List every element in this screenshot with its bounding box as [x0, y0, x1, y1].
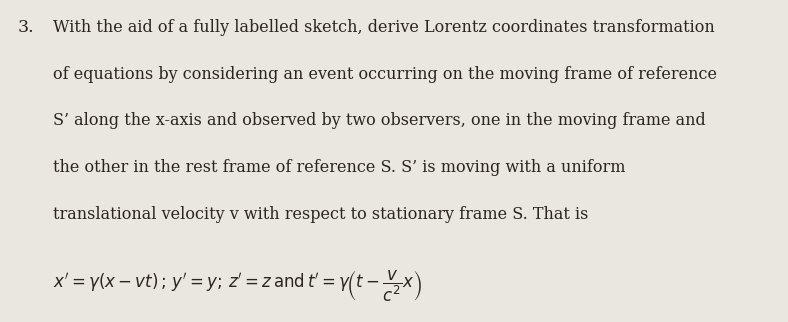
Text: of equations by considering an event occurring on the moving frame of reference: of equations by considering an event occ… [53, 66, 716, 83]
Text: 3.: 3. [17, 19, 34, 36]
Text: the other in the rest frame of reference S. S’ is moving with a uniform: the other in the rest frame of reference… [53, 159, 625, 176]
Text: With the aid of a fully labelled sketch, derive Lorentz coordinates transformati: With the aid of a fully labelled sketch,… [53, 19, 715, 36]
Text: S’ along the x-axis and observed by two observers, one in the moving frame and: S’ along the x-axis and observed by two … [53, 112, 705, 129]
Text: translational velocity v with respect to stationary frame S. That is: translational velocity v with respect to… [53, 206, 588, 223]
Text: $x' = \gamma(x - vt)\,;\,y' = y;\,z' = z$$\,\mathrm{and}\,$$t' = \gamma\!\left(t: $x' = \gamma(x - vt)\,;\,y' = y;\,z' = z… [53, 269, 422, 304]
